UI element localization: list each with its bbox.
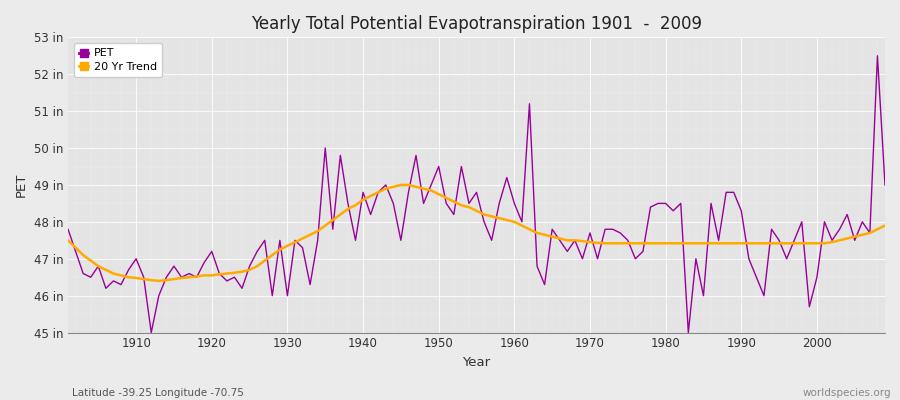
Y-axis label: PET: PET: [15, 173, 28, 197]
Text: worldspecies.org: worldspecies.org: [803, 388, 891, 398]
Title: Yearly Total Potential Evapotranspiration 1901  -  2009: Yearly Total Potential Evapotranspiratio…: [251, 15, 702, 33]
Legend: PET, 20 Yr Trend: PET, 20 Yr Trend: [74, 43, 162, 77]
X-axis label: Year: Year: [463, 356, 491, 369]
Text: Latitude -39.25 Longitude -70.75: Latitude -39.25 Longitude -70.75: [72, 388, 244, 398]
